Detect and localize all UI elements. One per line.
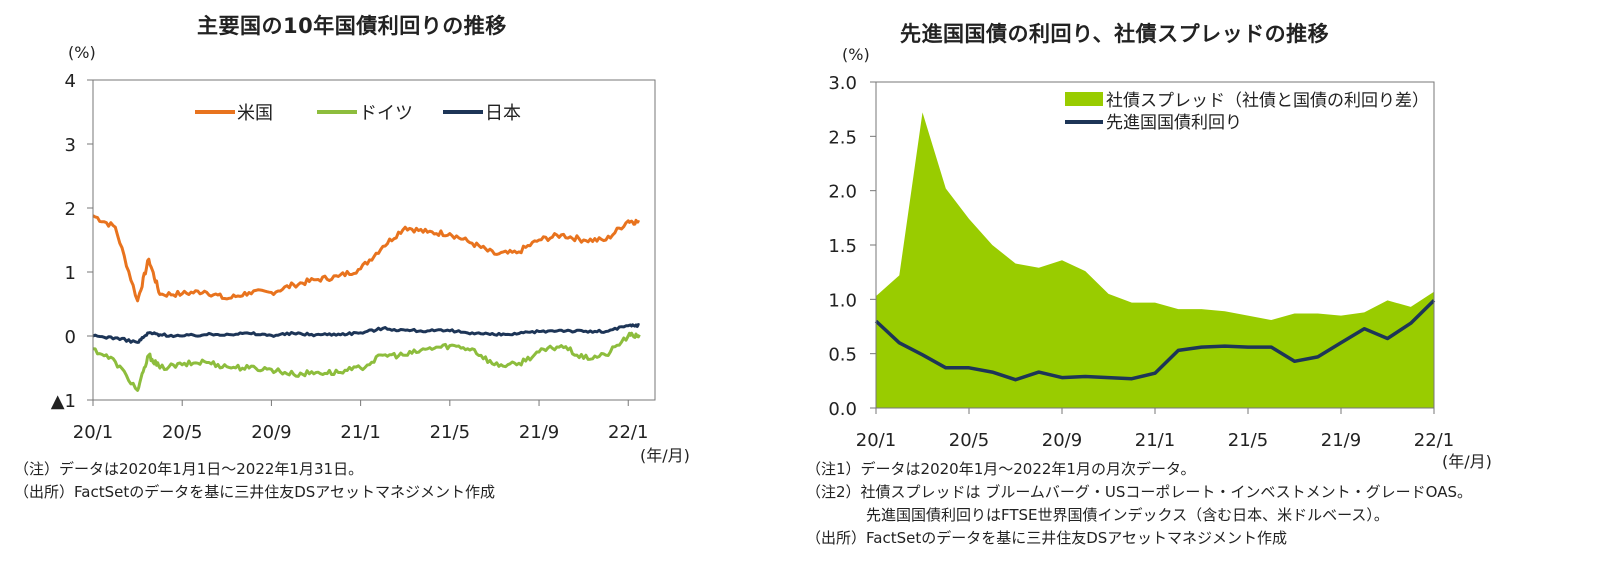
left-chart-title: 主要国の10年国債利回りの推移: [197, 14, 507, 38]
left-series-line-us: [92, 214, 641, 303]
left-x-tick-label: 20/9: [251, 422, 291, 443]
right-plot-frame: [875, 81, 1435, 409]
right-note-2: （注2）社債スプレッドは ブルームバーグ・USコーポレート・インベストメント・グ…: [806, 483, 1472, 501]
right-y-unit: (%): [842, 45, 870, 64]
left-x-unit: (年/月): [640, 446, 690, 465]
right-x-tick-label: 21/1: [1135, 430, 1175, 451]
left-chart-svg: (%) ▲1 0 1 2 3 4 20/1 20/5 20/9 21/1 21/5 21/9 22/1 (年…: [51, 43, 690, 465]
right-x-tick-label: 22/1: [1414, 430, 1454, 451]
left-chart-panel: 主要国の10年国債利回りの推移 (%) ▲1 0 1 2 3 4 20/1 20/5 20/9 21…: [0, 0, 800, 570]
right-source-note: （出所）FactSetのデータを基に三井住友DSアセットマネジメント作成: [806, 529, 1287, 547]
right-y-tick-label: 2.0: [828, 182, 857, 203]
right-y-tick-label: 0.5: [828, 345, 857, 366]
right-y-tick-label: 1.0: [828, 290, 857, 311]
left-note-1: （注）データは2020年1月1日～2022年1月31日。: [14, 460, 364, 478]
left-y-tick-label: 0: [65, 327, 76, 348]
left-x-tick-label: 20/1: [73, 422, 113, 443]
right-x-tick-label: 20/1: [856, 430, 896, 451]
left-y-tick-label: 3: [65, 135, 76, 156]
left-series-line-japan: [92, 323, 641, 344]
right-x-unit: (年/月): [1442, 452, 1492, 471]
right-y-tick-label: 0.0: [828, 399, 857, 420]
left-y-unit: (%): [68, 43, 96, 62]
left-y-tick-label: 4: [65, 71, 76, 92]
right-x-tick-label: 21/5: [1228, 430, 1268, 451]
left-x-tick-label: 21/9: [519, 422, 559, 443]
left-x-tick-label: 21/5: [430, 422, 470, 443]
left-series-line-germany: [92, 331, 641, 392]
left-x-tick-label: 21/1: [340, 422, 380, 443]
left-legend-label: ドイツ: [359, 103, 413, 124]
right-x-tick-label: 20/9: [1042, 430, 1082, 451]
left-legend-label: 米国: [237, 103, 273, 124]
right-chart-panel: 先進国国債の利回り、社債スプレッドの推移 (%) 0.0 0.5 1.0 1.5 2.0 2…: [800, 0, 1617, 570]
right-y-tick-label: 1.5: [828, 236, 857, 257]
right-note-1: （注1）データは2020年1月～2022年1月の月次データ。: [806, 460, 1196, 478]
right-legend-swatch-area: [1065, 92, 1103, 106]
right-yield-line: [874, 299, 1436, 382]
left-x-tick-label: 22/1: [608, 422, 648, 443]
right-chart-svg: (%) 0.0 0.5 1.0 1.5 2.0 2.5 3.0 20/1 20/5 20/9 21/1…: [828, 45, 1492, 471]
right-x-tick-label: 20/5: [949, 430, 989, 451]
right-y-tick-label: 2.5: [828, 127, 857, 148]
right-legend-label-line: 先進国国債利回り: [1106, 113, 1242, 133]
right-spread-area: [876, 112, 1434, 409]
left-legend-label: 日本: [485, 103, 521, 124]
right-chart-title: 先進国国債の利回り、社債スプレッドの推移: [900, 22, 1330, 46]
left-plot-frame: [92, 79, 656, 401]
left-x-tick-label: 20/5: [162, 422, 202, 443]
left-y-tick-label: 2: [65, 199, 76, 220]
right-note-3: 先進国国債利回りはFTSE世界国債インデックス（含む日本、米ドルベース）。: [806, 506, 1389, 524]
left-y-tick-label: ▲1: [51, 391, 76, 412]
right-legend-label-area: 社債スプレッド（社債と国債の利回り差）: [1106, 91, 1429, 111]
right-x-tick-label: 21/9: [1321, 430, 1361, 451]
left-y-tick-label: 1: [65, 263, 76, 284]
right-y-tick-label: 3.0: [828, 73, 857, 94]
left-source-note: （出所）FactSetのデータを基に三井住友DSアセットマネジメント作成: [14, 483, 495, 501]
